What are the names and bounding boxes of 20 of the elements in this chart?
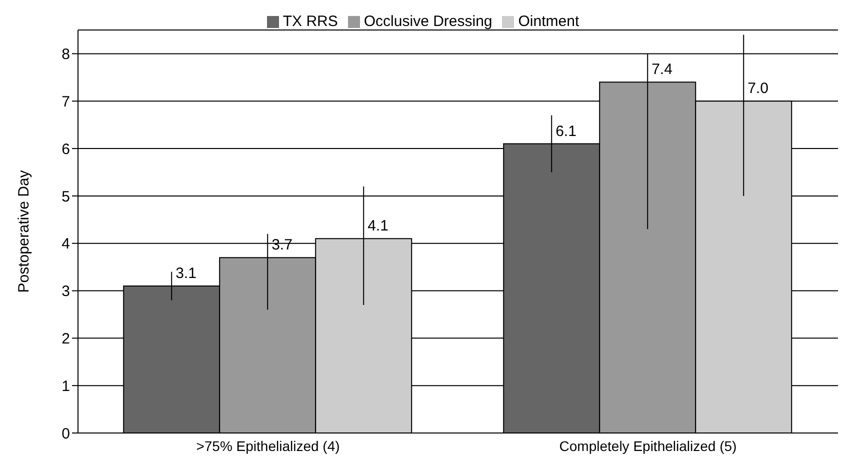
y-tick-label: 2 [62,330,70,348]
y-tick-label: 7 [62,93,70,110]
legend-label: Ointment [518,13,580,30]
y-axis-title: Postoperative Day [15,170,32,293]
data-label: 6.1 [556,122,576,140]
legend-label: Occlusive Dressing [364,13,492,30]
y-tick-label: 4 [62,236,70,253]
data-label: 7.4 [652,61,672,78]
y-tick-label: 8 [62,46,70,64]
y-tick-label: 6 [62,140,70,158]
data-label: 4.1 [368,218,388,235]
legend-label: TX RRS [282,13,338,30]
x-tick-label: Completely Epithelialized (5) [559,438,737,454]
y-tick-label: 3 [62,283,70,300]
x-tick-label: >75% Epithelialized (4) [196,438,340,454]
data-label: 7.0 [748,80,768,98]
y-tick-label: 5 [62,188,70,206]
y-tick-label: 1 [62,378,70,395]
y-tick-label: 0 [62,425,70,442]
data-label: 3.1 [176,265,196,282]
